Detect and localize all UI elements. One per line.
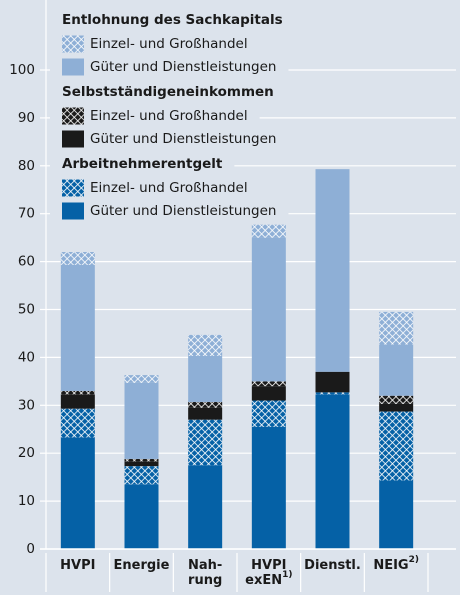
x-tick-label: HVPI exEN1): [245, 558, 292, 588]
bar-segment: [379, 344, 414, 396]
y-tick-label: 0: [26, 541, 35, 557]
x-tick-line: Nah-: [188, 558, 222, 573]
bar-segment: [60, 390, 95, 395]
bar-segment: [188, 334, 223, 356]
y-tick-label: 80: [18, 158, 35, 174]
legend-bg: [50, 154, 235, 174]
legend-swatch: [62, 35, 84, 53]
legend-label: Güter und Dienstleistungen: [90, 131, 276, 147]
bar-segment: [124, 382, 159, 459]
bar-segment: [251, 426, 286, 549]
legend-label: Einzel- und Großhandel: [90, 108, 248, 124]
x-tick-note: 1): [282, 570, 292, 580]
legend-bg: [50, 178, 260, 198]
y-tick-label: 60: [18, 254, 35, 270]
legend-bg: [50, 10, 295, 30]
legend-swatch: [62, 130, 84, 148]
y-tick-label: 100: [9, 62, 35, 78]
bar-segment: [124, 458, 159, 462]
legend-bg: [50, 34, 260, 54]
legend-group-title: Arbeitnehmerentgelt: [62, 156, 223, 172]
legend-label: Güter und Dienstleistungen: [90, 59, 276, 75]
x-tick-line: exEN: [245, 573, 282, 588]
bar-segment: [188, 465, 223, 549]
y-tick-label: 20: [18, 445, 35, 461]
bar-segment: [124, 375, 159, 383]
x-tick-note: 2): [409, 555, 419, 565]
x-tick-label: HVPI: [60, 558, 95, 573]
bar-segment: [251, 400, 286, 427]
x-tick-line: HVPI: [251, 558, 286, 573]
bar-segment: [188, 407, 223, 420]
bar-segment: [379, 403, 414, 412]
bar-segment: [188, 355, 223, 402]
bar-segment: [315, 371, 350, 393]
x-tick-label: Dienstl.: [304, 558, 361, 573]
bar-segment: [315, 169, 350, 372]
bar-segment: [188, 419, 223, 466]
x-tick-line: HVPI: [60, 558, 95, 573]
bar-segment: [60, 408, 95, 438]
bar-segment: [251, 237, 286, 382]
bar-segment: [251, 224, 286, 238]
bar-segment: [379, 411, 414, 481]
legend-swatch: [62, 179, 84, 197]
bar-segment: [188, 401, 223, 408]
bar-segment: [379, 395, 414, 404]
y-tick-label: 70: [18, 206, 35, 222]
x-tick-line: Dienstl.: [304, 558, 361, 573]
bar-segment: [124, 484, 159, 549]
y-tick-label: 30: [18, 397, 35, 413]
y-tick-label: 40: [18, 349, 35, 365]
legend-label: Güter und Dienstleistungen: [90, 203, 276, 219]
x-tick-line: NEIG: [373, 558, 408, 573]
x-tick-line: rung: [188, 573, 222, 588]
bar-segment: [60, 394, 95, 409]
legend-group-title: Selbstständigeneinkommen: [62, 84, 274, 100]
bar-segment: [251, 386, 286, 401]
bar-segment: [60, 437, 95, 549]
bar-segment: [315, 394, 350, 549]
legend: Entlohnung des Sachkapitals Einzel- und G…: [50, 10, 295, 221]
legend-label: Einzel- und Großhandel: [90, 36, 248, 52]
legend-group-title: Entlohnung des Sachkapitals: [62, 12, 283, 28]
x-tick-line: Energie: [114, 558, 170, 573]
legend-swatch: [62, 58, 84, 76]
bar-segment: [251, 381, 286, 387]
bar-segment: [124, 461, 159, 467]
legend-bg: [50, 201, 289, 221]
legend-bg: [50, 129, 289, 149]
bar-segment: [60, 252, 95, 265]
x-tick-label: Energie: [114, 558, 170, 573]
legend-swatch: [62, 107, 84, 125]
bar-segment: [379, 480, 414, 549]
legend-bg: [50, 57, 289, 77]
legend-bg: [50, 106, 260, 126]
y-tick-label: 90: [18, 110, 35, 126]
x-tick-label: NEIG2): [373, 555, 419, 573]
bar-segment: [315, 392, 350, 395]
legend-label: Einzel- und Großhandel: [90, 180, 248, 196]
y-tick-label: 50: [18, 302, 35, 318]
y-tick-label: 10: [18, 493, 35, 509]
bar-segment: [379, 311, 414, 345]
x-tick-label: Nah-rung: [188, 558, 222, 588]
legend-swatch: [62, 202, 84, 220]
bar-segment: [60, 264, 95, 391]
bar-segment: [124, 466, 159, 485]
legend-bg: [50, 82, 286, 102]
